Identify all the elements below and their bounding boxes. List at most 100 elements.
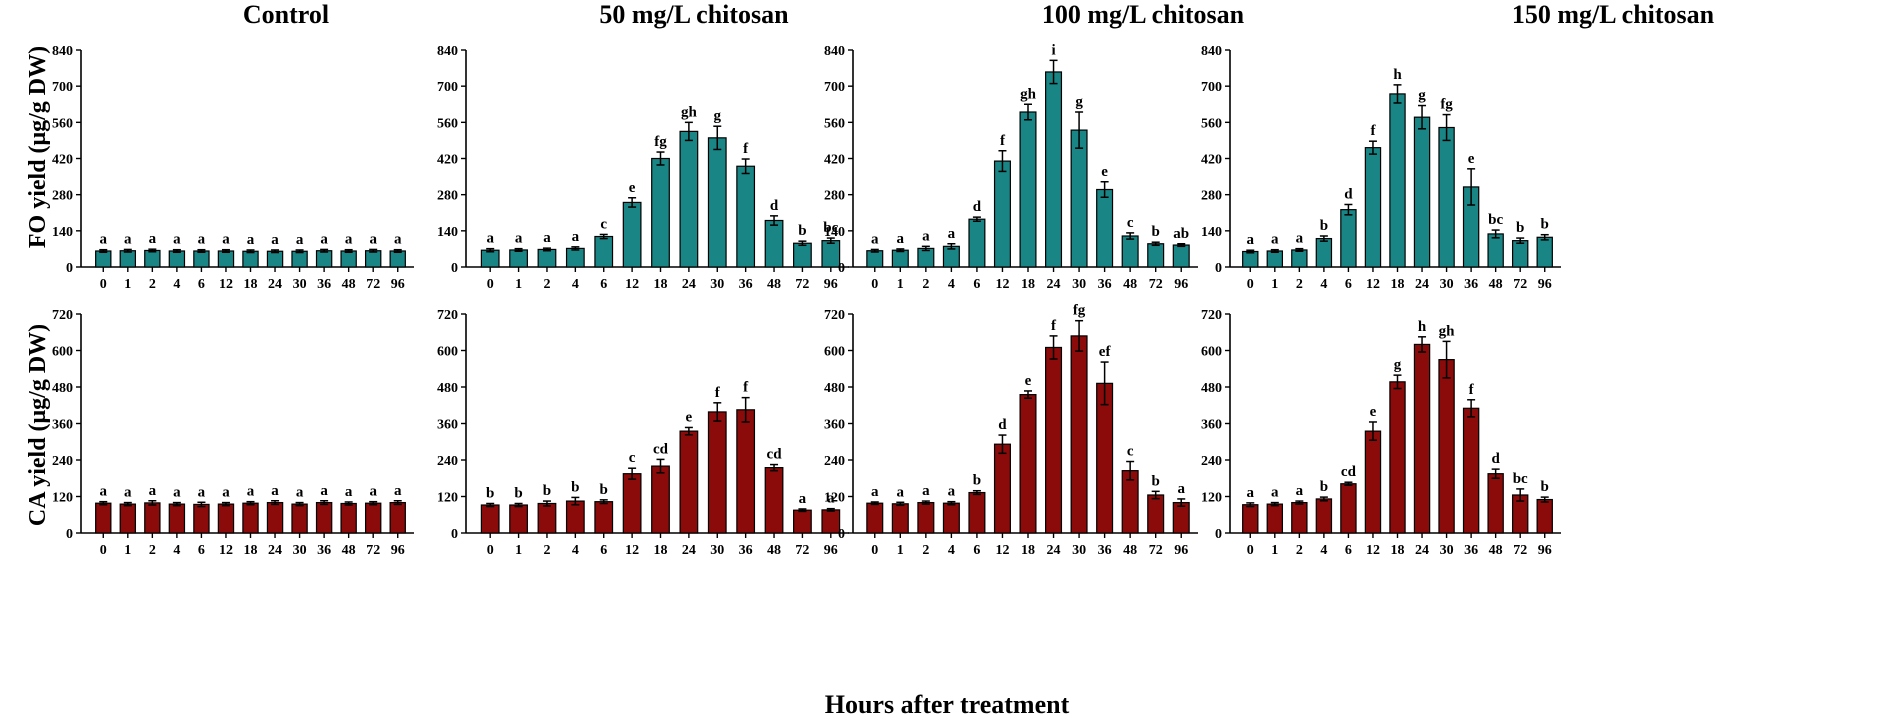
bar-fo-50-36h [736,165,756,268]
significance-letter: a [173,232,181,248]
significance-letter: gh [1020,86,1037,102]
x-tick-label: 24 [1415,277,1429,292]
y-tick-label: 700 [52,80,73,95]
bar-fo-control-18h [242,250,259,268]
significance-letter: i [1051,42,1055,58]
y-tick-label: 140 [437,225,458,240]
significance-letter: c [600,216,607,232]
bar-fo-50-72h [793,242,812,268]
x-tick-label: 12 [625,543,639,558]
significance-letter: b [1541,217,1549,233]
x-tick-label: 36 [1098,277,1112,292]
x-tick-label: 0 [100,277,107,292]
bar-ca-50-6h [594,501,614,534]
bar-ca-150-48h [1487,473,1504,534]
significance-letter: ab [1173,226,1189,242]
x-tick-label: 30 [1440,543,1454,558]
x-tick-label: 12 [995,277,1009,292]
x-tick-label: 6 [973,543,980,558]
x-tick-label: 1 [515,543,522,558]
significance-letter: a [296,232,304,248]
y-tick-label: 480 [824,381,845,396]
x-tick-label: 6 [600,543,607,558]
x-tick-label: 6 [198,543,205,558]
bar-ca-control-96h [389,501,406,534]
significance-letter: a [100,232,108,248]
x-tick-label: 0 [1247,277,1254,292]
bar-ca-control-24h [266,501,284,534]
significance-letter: e [1468,151,1475,167]
significance-letter: f [1000,133,1006,149]
x-tick-label: 1 [897,277,904,292]
x-tick-label: 24 [1047,277,1061,292]
significance-letter: a [149,231,157,247]
bar-fo-control-6h [193,250,210,268]
bar-ca-100-4h [942,502,960,534]
x-tick-label: 18 [244,277,258,292]
bar-fo-150-4h [1315,237,1333,268]
significance-letter: b [973,473,981,489]
significance-letter: a [222,232,230,248]
x-tick-label: 48 [1123,543,1137,558]
y-tick-label: 120 [824,491,845,506]
bar-fo-50-48h [764,219,784,268]
y-tick-label: 560 [824,116,845,131]
x-tick-label: 72 [366,277,380,292]
significance-letter: g [714,108,722,124]
x-tick-label: 30 [293,543,307,558]
significance-letter: f [743,141,749,157]
y-tick-label: 840 [824,44,845,59]
y-tick-label: 560 [52,116,73,131]
y-tick-label: 0 [66,527,73,542]
x-tick-label: 30 [1072,277,1086,292]
significance-letter: a [572,229,580,245]
y-tick-label: 840 [1201,44,1222,59]
y-tick-label: 360 [52,418,73,433]
bar-fo-control-12h [217,250,235,268]
x-tick-label: 48 [767,277,781,292]
x-tick-label: 4 [572,277,579,292]
bar-ca-control-48h [340,502,357,534]
significance-letter: g [1075,94,1083,110]
x-tick-label: 96 [1174,277,1188,292]
bar-fo-150-12h [1364,147,1382,268]
x-tick-label: 2 [149,277,156,292]
y-tick-label: 0 [838,261,845,276]
significance-letter: a [320,231,328,247]
chart-panel-fo-100: 0 140 280 420 560 700 840 0 a 1 a 2 a 4 a 6 d 12 f 18 gh 24 i 3… [824,42,1198,292]
chart-panel-ca-150: 0 120 240 360 480 600 720 0 a 1 a 2 a 4 b 6 cd 12 e 18 g 24 h 3… [1201,308,1561,558]
significance-letter: b [1320,218,1328,234]
y-tick-label: 840 [52,44,73,59]
significance-letter: a [1177,481,1185,497]
bar-fo-50-30h [707,137,727,268]
column-titles: Control 50 mg/L chitosan 100 mg/L chitos… [243,0,1715,29]
significance-letter: bc [1488,212,1503,228]
x-tick-label: 48 [342,543,356,558]
bar-ca-control-12h [217,503,235,534]
x-tick-label: 96 [1174,543,1188,558]
bar-ca-100-30h [1070,335,1088,534]
significance-letter: b [571,479,579,495]
significance-letter: a [1247,485,1255,501]
x-tick-label: 96 [1538,277,1552,292]
bar-fo-control-96h [389,250,406,268]
bar-ca-100-0h [866,502,884,534]
bar-ca-150-4h [1315,498,1333,534]
x-tick-label: 24 [268,277,282,292]
x-tick-label: 0 [1247,543,1254,558]
bar-fo-100-96h [1172,244,1190,268]
bar-fo-100-36h [1096,188,1114,268]
x-tick-label: 96 [391,277,405,292]
x-tick-label: 72 [1149,543,1163,558]
bar-fo-150-18h [1389,93,1406,268]
x-tick-label: 4 [1320,543,1327,558]
significance-letter: h [1393,67,1402,83]
bar-fo-50-18h [651,157,670,268]
significance-letter: d [1344,186,1353,202]
y-tick-label: 280 [437,189,458,204]
x-tick-label: 18 [1391,543,1405,558]
significance-letter: a [515,231,523,247]
x-tick-label: 30 [293,277,307,292]
y-tick-label: 120 [1201,491,1222,506]
